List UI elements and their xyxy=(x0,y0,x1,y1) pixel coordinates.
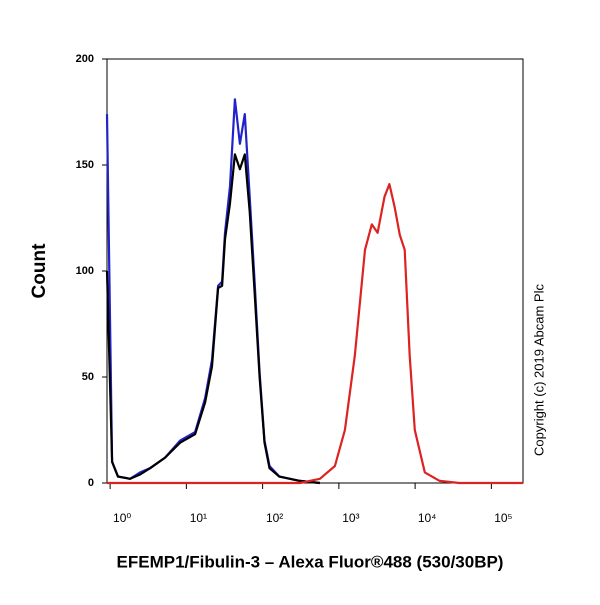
y-axis-label: Count xyxy=(29,243,50,299)
x-tick-label: 10⁰ xyxy=(113,511,131,525)
y-tick-label: 100 xyxy=(76,265,94,277)
y-tick-label: 0 xyxy=(88,477,94,489)
series-line xyxy=(105,98,321,485)
x-tick-label: 10² xyxy=(266,511,283,525)
x-tick-label: 10⁵ xyxy=(494,511,512,525)
y-tick-label: 200 xyxy=(76,53,94,65)
x-axis-label: EFEMP1/Fibulin-3 – Alexa Fluor®488 (530/… xyxy=(117,552,504,571)
copyright: Copyright (c) 2019 Abcam Plc xyxy=(531,284,546,456)
x-tick-label: 10⁴ xyxy=(418,511,437,525)
y-tick-label: 150 xyxy=(76,159,94,171)
y-tick-label: 50 xyxy=(82,371,94,383)
x-tick-label: 10³ xyxy=(342,511,359,525)
x-tick-label: 10¹ xyxy=(190,511,207,525)
series-line xyxy=(105,153,321,485)
plot-frame xyxy=(106,58,524,484)
series-line xyxy=(107,183,523,485)
